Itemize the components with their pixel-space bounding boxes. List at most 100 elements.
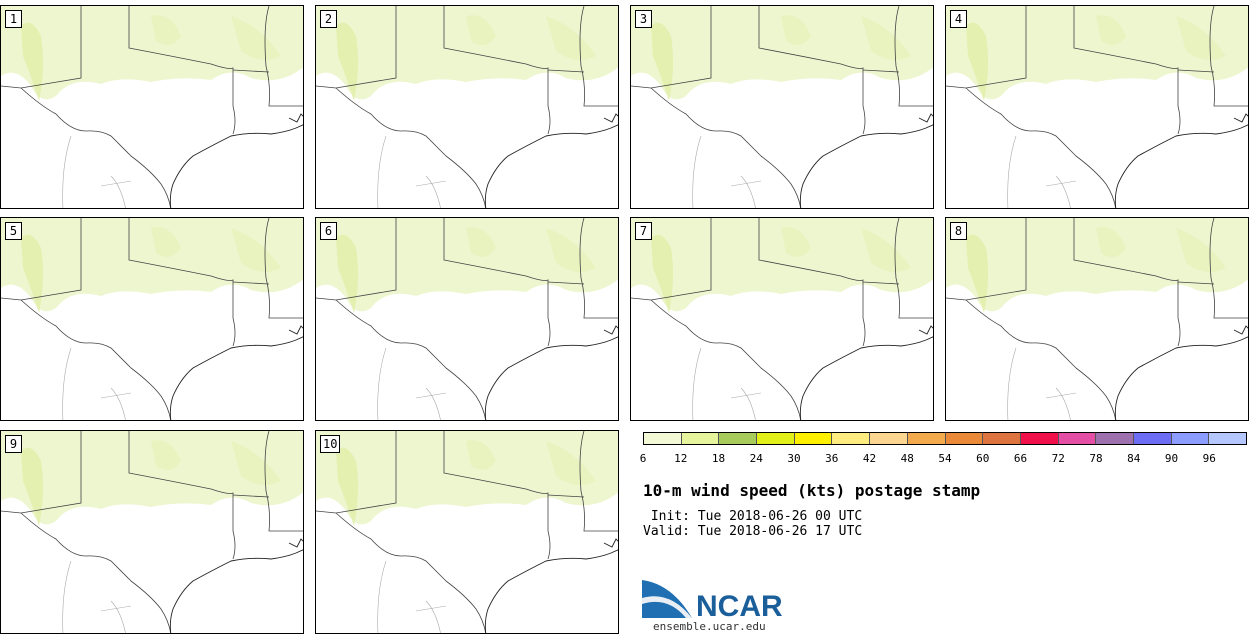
colorbar-segment [794,433,833,444]
colorbar-tick: 96 [1202,452,1216,465]
colorbar-segment [1020,433,1059,444]
coastline [169,325,303,420]
coastline [484,538,618,633]
coastline [169,538,303,633]
state-borders [316,6,618,135]
mexico-border [650,299,802,420]
logo-url: ensemble.ucar.edu [653,620,766,633]
wind-shading [316,431,618,526]
colorbar-tick: 60 [976,452,990,465]
wind-shading [946,6,1248,102]
mexico-border [20,299,172,420]
ncar-logo: NCAR [642,580,783,622]
stamp-number: 2 [320,10,337,28]
postage-stamp-7: 7 [630,217,934,421]
stamp-number: 9 [5,435,22,453]
mexico-states [692,135,762,208]
colorbar-tick: 30 [787,452,801,465]
state-borders [1,431,303,560]
postage-stamp-8: 8 [945,217,1249,421]
postage-stamp-9: 9 [0,430,304,634]
stamp-number: 5 [5,222,22,240]
colorbar-segment [870,433,908,444]
mexico-border [965,87,1117,208]
colorbar-tick: 36 [825,452,839,465]
colorbar-segment [1096,433,1134,444]
mexico-states [377,560,447,633]
colorbar-segment [644,433,682,444]
state-borders [946,218,1248,347]
state-borders [946,6,1248,135]
wind-shading [1,6,303,102]
mexico-border [20,512,172,633]
mexico-border [965,299,1117,420]
colorbar-segment [1058,433,1097,444]
colorbar-tick: 54 [938,452,952,465]
colorbar-tick: 78 [1089,452,1103,465]
colorbar-segment [1171,433,1210,444]
colorbar-tick: 90 [1164,452,1179,465]
colorbar-segment [681,433,720,444]
coastline [1114,113,1248,208]
state-borders [1,218,303,347]
colorbar-tick: 48 [900,452,914,465]
mexico-states [1007,135,1077,208]
coastline [169,113,303,208]
mexico-border [20,87,172,208]
wind-shading [1,431,303,526]
coastline [1114,325,1248,420]
postage-stamp-1: 1 [0,5,304,209]
colorbar-segment [832,433,871,444]
wind-shading [316,6,618,102]
state-borders [316,218,618,347]
postage-stamp-2: 2 [315,5,619,209]
stamp-number: 1 [5,10,22,28]
postage-stamp-3: 3 [630,5,934,209]
colorbar-segment [719,433,758,444]
colorbar-tick: 24 [749,452,763,465]
mexico-states [62,560,132,633]
colorbar-segment [945,433,984,444]
state-borders [1,6,303,135]
colorbar-tick: 84 [1127,452,1141,465]
mexico-states [377,347,447,420]
wind-shading [316,218,618,313]
colorbar-tick: 18 [711,452,726,465]
stamp-number: 7 [635,222,652,240]
mexico-states [692,347,762,420]
state-borders [631,6,933,135]
colorbar-segment [907,433,946,444]
wind-shading [631,218,933,313]
wind-shading [631,6,933,102]
postage-stamp-10: 10 [315,430,619,634]
mexico-border [335,512,487,633]
wind-shading [946,218,1248,313]
postage-stamp-5: 5 [0,217,304,421]
mexico-states [377,135,447,208]
stamp-number: 3 [635,10,652,28]
mexico-border [335,299,487,420]
state-borders [631,218,933,347]
stamp-number: 10 [320,435,341,453]
postage-stamp-4: 4 [945,5,1249,209]
colorbar-tick: 12 [674,452,688,465]
wind-shading [1,218,303,313]
postage-stamp-6: 6 [315,217,619,421]
colorbar-segment [1133,433,1172,444]
state-borders [316,431,618,560]
colorbar-tick: 6 [639,452,647,465]
colorbar-segment [1209,433,1246,444]
logo-text: NCAR [696,590,783,622]
mexico-states [62,347,132,420]
coastline [799,113,933,208]
stamp-number: 6 [320,222,337,240]
colorbar-tick: 72 [1051,452,1065,465]
stamp-number: 4 [950,10,967,28]
init-time: Init: Tue 2018-06-26 00 UTC [643,509,863,524]
colorbar-segment [983,433,1021,444]
coastline [484,113,618,208]
colorbar-tick: 42 [862,452,877,465]
coastline [799,325,933,420]
valid-time: Valid: Tue 2018-06-26 17 UTC [643,524,863,539]
stamp-number: 8 [950,222,967,240]
